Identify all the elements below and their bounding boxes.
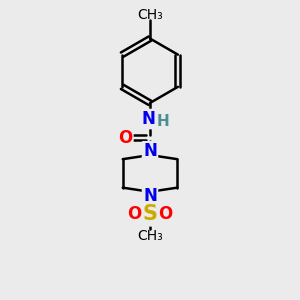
Text: O: O (158, 205, 172, 223)
Text: O: O (118, 129, 132, 147)
Text: O: O (128, 205, 142, 223)
Text: CH₃: CH₃ (137, 230, 163, 243)
Text: CH₃: CH₃ (137, 8, 163, 22)
Text: N: N (143, 142, 157, 160)
Text: S: S (142, 204, 158, 224)
Text: H: H (157, 113, 169, 128)
Text: N: N (143, 187, 157, 205)
Text: N: N (141, 110, 155, 128)
